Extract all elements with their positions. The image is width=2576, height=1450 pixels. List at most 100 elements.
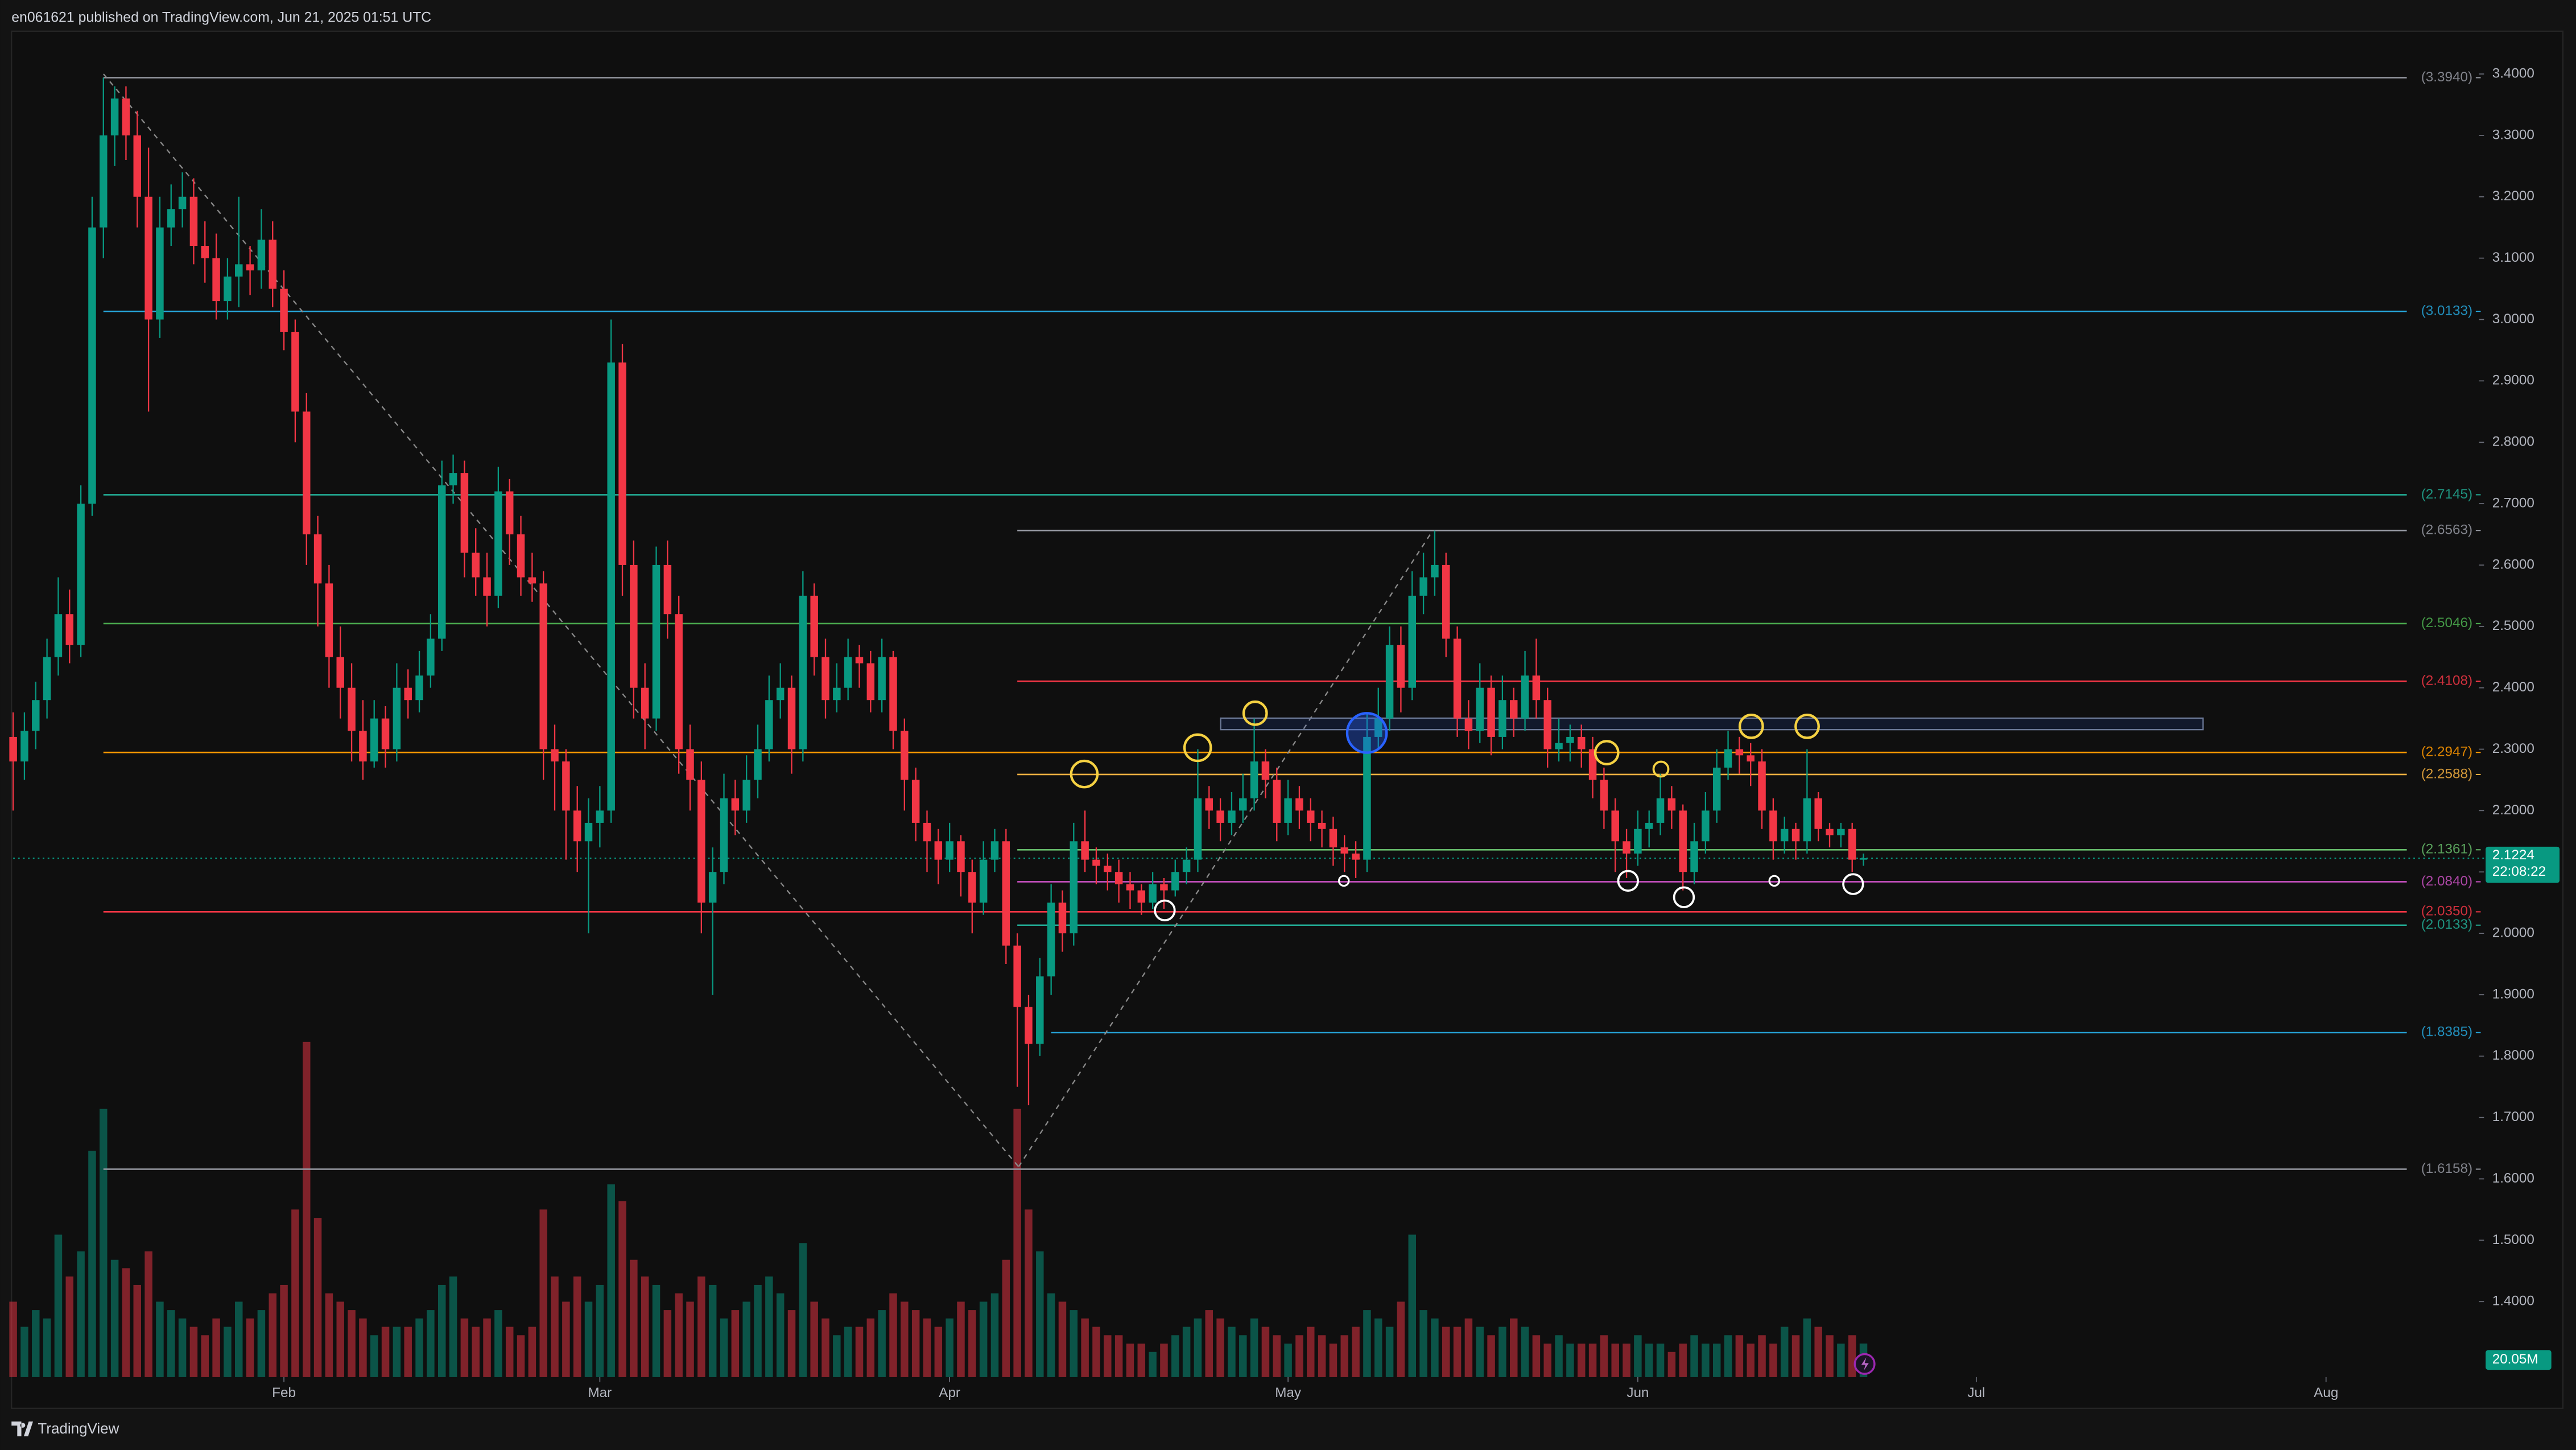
volume-bar [1803, 1318, 1811, 1377]
level-label: (3.0133) [2421, 303, 2472, 319]
volume-bar [607, 1184, 615, 1377]
volume-bar [212, 1318, 220, 1377]
trend-line [103, 73, 1019, 1168]
candle-body [20, 731, 28, 762]
volume-bar [1194, 1318, 1202, 1377]
volume-bar [810, 1301, 818, 1377]
volume-bar [1521, 1327, 1529, 1377]
candle-body [844, 657, 852, 688]
candle-body [1577, 736, 1586, 749]
volume-bar [393, 1327, 401, 1377]
candle-body [1735, 749, 1744, 756]
y-tick-label: 1.7000 [2492, 1109, 2534, 1124]
candle-body [528, 577, 536, 584]
volume-bar [1611, 1344, 1619, 1377]
candle-body [810, 595, 818, 657]
marker [1345, 712, 1388, 754]
candle-body [539, 583, 547, 749]
y-tick-label: 2.9000 [2492, 373, 2534, 388]
volume-bar [551, 1276, 559, 1377]
volume-bar [1498, 1327, 1506, 1377]
volume-bar [1453, 1327, 1462, 1377]
volume-bar [1464, 1318, 1473, 1377]
volume-bar [167, 1310, 175, 1377]
candle-body [1498, 700, 1506, 737]
candle-body [201, 246, 209, 258]
marker [1794, 714, 1820, 739]
candle-body [731, 798, 740, 811]
volume-bar [1476, 1327, 1484, 1377]
volume-bar [946, 1318, 953, 1377]
candle-body [1114, 872, 1123, 884]
volume-bar [1487, 1335, 1495, 1377]
volume-bar [1758, 1335, 1766, 1377]
candle-body [1702, 810, 1710, 842]
candle-body [618, 362, 626, 565]
volume-bar [1702, 1344, 1710, 1377]
candle-body [1002, 841, 1010, 946]
volume-bar [562, 1301, 570, 1377]
marker [1673, 886, 1695, 908]
volume-bar [449, 1276, 457, 1377]
volume-bar [1623, 1344, 1630, 1377]
volume-bar [641, 1276, 649, 1377]
x-tick-label: Aug [2314, 1385, 2338, 1400]
volume-bar [1070, 1310, 1078, 1377]
y-tick-label: 3.2000 [2492, 188, 2534, 204]
volume-bar [156, 1301, 164, 1377]
candle-body [1623, 841, 1630, 854]
candle-body [1814, 798, 1822, 829]
volume-bar [404, 1327, 412, 1377]
x-tick-label: Jun [1626, 1385, 1649, 1400]
level-label: (2.0350) [2421, 904, 2472, 919]
volume-bar [1397, 1301, 1405, 1377]
level-label: (3.3940) [2421, 69, 2472, 85]
candle-body [1216, 810, 1224, 823]
candle-body [911, 780, 920, 823]
candle-body [1013, 945, 1021, 1007]
volume-bar [1363, 1310, 1371, 1377]
volume-bar [32, 1310, 40, 1377]
candle-body [1758, 761, 1766, 811]
volume-bar [348, 1310, 356, 1377]
candle-body [43, 657, 51, 701]
candle-body [1194, 798, 1202, 860]
candle-body [1329, 829, 1337, 848]
candle-body [889, 657, 897, 731]
candle-body [54, 614, 63, 657]
volume-bar [686, 1301, 694, 1377]
volume-bar [968, 1310, 976, 1377]
candle-body [427, 639, 435, 676]
volume-bar [235, 1301, 243, 1377]
candle-body [415, 675, 423, 701]
volume-bar [1273, 1335, 1281, 1377]
marker [1652, 760, 1670, 778]
volume-bar [1667, 1352, 1676, 1377]
y-tick-label: 3.4000 [2492, 65, 2534, 81]
candle-body [787, 687, 796, 749]
volume-bar [1104, 1335, 1112, 1377]
candle-body [291, 332, 299, 412]
y-tick-label: 1.6000 [2492, 1171, 2534, 1186]
candle-body [957, 841, 965, 872]
y-tick-label: 3.0000 [2492, 311, 2534, 327]
volume-bar [1679, 1344, 1687, 1377]
volume-bar [1340, 1335, 1349, 1377]
y-tick-label: 2.0000 [2492, 925, 2534, 940]
candle-body [663, 565, 672, 615]
volume-bar [178, 1318, 187, 1377]
volume-bar [77, 1251, 85, 1377]
candle-body [122, 98, 130, 135]
candle-body [562, 761, 570, 811]
countdown: 22:08:22 [2492, 864, 2546, 879]
volume-bar [246, 1318, 254, 1377]
volume-bar [20, 1327, 28, 1377]
candle-body [1363, 736, 1371, 860]
markers [1070, 700, 1876, 1375]
volume-bar [889, 1293, 897, 1377]
y-tick-label: 2.8000 [2492, 434, 2534, 450]
candle-body [776, 687, 785, 701]
volume-bar [437, 1284, 446, 1377]
candle-body [65, 614, 74, 645]
volume-bar [990, 1293, 999, 1377]
